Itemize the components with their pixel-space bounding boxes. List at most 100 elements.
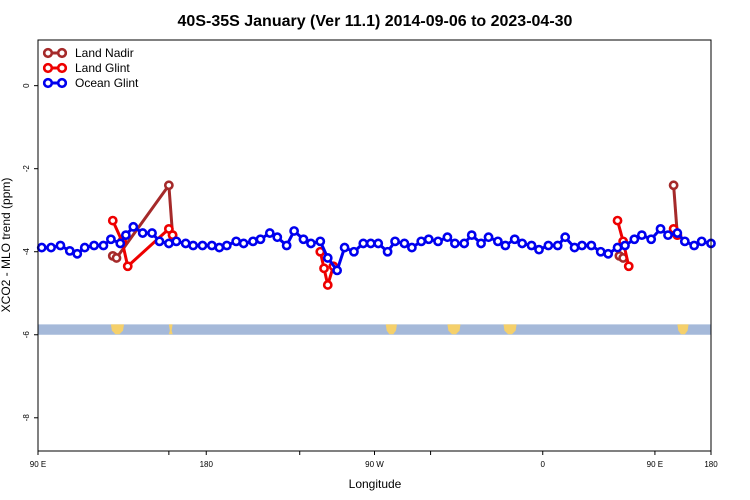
point-ocean-glint-0-20 xyxy=(206,240,217,251)
y-tick-label-1: -2 xyxy=(22,165,31,173)
x-tick-label-0: 90 E xyxy=(30,460,46,469)
point-ocean-glint-0-42 xyxy=(390,236,400,247)
series-ocean-glint xyxy=(36,221,716,276)
point-land-nadir-0-1 xyxy=(111,253,122,263)
point-ocean-glint-0-40 xyxy=(373,238,384,249)
point-ocean-glint-0-62 xyxy=(560,232,571,243)
point-ocean-glint-0-77 xyxy=(689,240,700,251)
y-axis: 0 -2 -4 -6 -8 xyxy=(22,83,38,421)
legend-marker-b-0 xyxy=(56,47,68,59)
legend-label-1: Land Glint xyxy=(75,61,130,75)
point-ocean-glint-0-56 xyxy=(509,234,520,245)
point-ocean-glint-0-71 xyxy=(636,230,647,241)
point-ocean-glint-0-46 xyxy=(423,234,434,245)
y-tick-label-0: 0 xyxy=(22,83,31,88)
point-land-glint-2-2 xyxy=(623,261,634,272)
point-ocean-glint-0-12 xyxy=(137,228,148,238)
point-ocean-glint-0-49 xyxy=(449,238,460,249)
point-ocean-glint-0-48 xyxy=(442,232,453,243)
point-ocean-glint-0-32 xyxy=(306,238,316,249)
y-tick-label-2: -4 xyxy=(22,248,31,256)
point-ocean-glint-0-22 xyxy=(221,240,232,251)
point-ocean-glint-0-27 xyxy=(264,228,275,238)
point-ocean-glint-0-68 xyxy=(612,242,623,253)
point-ocean-glint-0-60 xyxy=(543,240,554,251)
legend-marker-1 xyxy=(42,62,54,74)
point-ocean-glint-0-41 xyxy=(382,246,393,257)
point-ocean-glint-0-35 xyxy=(332,265,343,276)
point-ocean-glint-0-25 xyxy=(248,236,258,247)
land-patch-4 xyxy=(503,324,517,335)
point-ocean-glint-0-6 xyxy=(89,240,99,251)
point-ocean-glint-0-70 xyxy=(629,234,640,245)
y-tick-label-4: -8 xyxy=(22,414,31,422)
point-land-glint-0-2 xyxy=(122,261,133,272)
y-axis-label: XCO2 - MLO trend (ppm) xyxy=(0,178,13,313)
point-ocean-glint-0-37 xyxy=(349,246,359,257)
point-ocean-glint-0-58 xyxy=(526,240,537,251)
point-ocean-glint-0-39 xyxy=(365,238,376,249)
point-ocean-glint-0-43 xyxy=(399,238,410,249)
point-ocean-glint-0-38 xyxy=(358,238,369,249)
point-ocean-glint-0-15 xyxy=(163,238,174,249)
land-patch-5 xyxy=(677,324,689,335)
point-ocean-glint-0-53 xyxy=(483,232,494,243)
point-ocean-glint-0-7 xyxy=(98,240,109,251)
point-ocean-glint-0-73 xyxy=(655,223,666,234)
point-land-glint-1-1 xyxy=(319,263,329,274)
point-ocean-glint-0-30 xyxy=(289,226,300,236)
x-tick-label-6: 0 xyxy=(541,460,546,469)
legend-marker-2 xyxy=(42,77,54,89)
point-land-nadir-2-0 xyxy=(668,180,679,191)
point-ocean-glint-0-13 xyxy=(147,228,157,238)
point-ocean-glint-0-75 xyxy=(672,228,683,238)
point-ocean-glint-0-0 xyxy=(36,242,47,253)
point-ocean-glint-0-67 xyxy=(603,248,614,259)
point-ocean-glint-0-52 xyxy=(476,238,486,249)
point-ocean-glint-0-16 xyxy=(171,236,182,247)
x-tick-label-7: 90 E xyxy=(647,460,663,469)
point-ocean-glint-0-45 xyxy=(416,236,427,247)
point-ocean-glint-0-63 xyxy=(569,242,580,253)
land-patch-0 xyxy=(110,324,124,335)
point-ocean-glint-0-74 xyxy=(663,230,673,241)
point-ocean-glint-0-55 xyxy=(500,240,511,251)
point-ocean-glint-0-21 xyxy=(214,242,225,253)
point-ocean-glint-0-78 xyxy=(696,236,707,247)
land-patch-3 xyxy=(447,324,461,335)
legend-marker-b-1 xyxy=(56,62,68,74)
point-ocean-glint-0-44 xyxy=(406,242,417,253)
point-ocean-glint-0-11 xyxy=(128,221,139,232)
y-tick-label-3: -6 xyxy=(22,331,31,339)
point-land-nadir-0-2 xyxy=(163,180,174,191)
point-ocean-glint-0-65 xyxy=(586,240,597,251)
point-ocean-glint-0-3 xyxy=(64,245,75,256)
x-axis: 90 E 180 90 W 0 90 E 180 xyxy=(30,451,718,469)
point-ocean-glint-0-19 xyxy=(197,240,208,251)
point-ocean-glint-0-66 xyxy=(595,246,606,257)
chart-title: 40S-35S January (Ver 11.1) 2014-09-06 to… xyxy=(178,13,573,30)
legend-marker-0 xyxy=(42,47,54,59)
point-land-glint-1-2 xyxy=(322,280,333,290)
series-layer xyxy=(36,180,716,290)
point-ocean-glint-0-47 xyxy=(433,236,443,247)
point-ocean-glint-0-33 xyxy=(315,236,326,247)
point-ocean-glint-0-28 xyxy=(272,232,283,243)
point-ocean-glint-0-9 xyxy=(115,238,126,249)
point-ocean-glint-0-69 xyxy=(620,240,630,251)
legend-marker-b-2 xyxy=(56,77,68,89)
point-ocean-glint-0-10 xyxy=(120,230,131,241)
legend-label-0: Land Nadir xyxy=(75,46,134,60)
x-tick-label-8: 180 xyxy=(704,460,718,469)
point-land-glint-0-0 xyxy=(107,215,118,226)
point-ocean-glint-0-8 xyxy=(106,234,116,245)
point-ocean-glint-0-29 xyxy=(281,240,292,251)
series-land-glint xyxy=(107,215,683,290)
point-ocean-glint-0-64 xyxy=(577,240,587,251)
land-patch-2 xyxy=(385,324,397,335)
point-ocean-glint-0-23 xyxy=(231,236,242,247)
point-ocean-glint-0-26 xyxy=(255,234,266,245)
point-ocean-glint-0-18 xyxy=(188,240,199,251)
